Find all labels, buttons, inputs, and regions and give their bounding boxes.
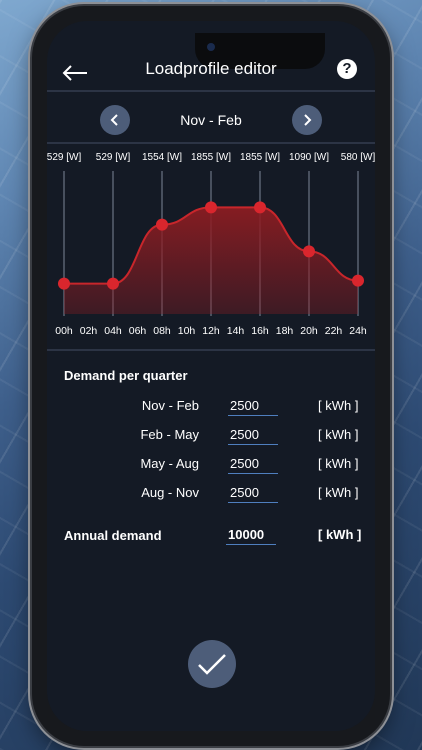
chevron-left-icon <box>110 114 118 126</box>
value-label: 1090 [W] <box>289 152 329 163</box>
quarter-demand-input[interactable] <box>228 395 278 416</box>
phone-power-button <box>390 225 394 310</box>
data-point[interactable] <box>352 274 364 287</box>
annual-demand-input[interactable] <box>226 524 276 545</box>
data-point[interactable] <box>254 201 266 214</box>
quarter-unit: [ kWh ] <box>318 485 359 500</box>
phone-side-button <box>28 150 32 180</box>
data-point[interactable] <box>205 201 217 214</box>
data-point[interactable] <box>58 277 70 290</box>
help-icon[interactable]: ? <box>337 59 357 79</box>
value-label: 1855 [W] <box>240 152 280 163</box>
quarter-unit: [ kWh ] <box>318 398 359 413</box>
confirm-button[interactable] <box>188 640 236 688</box>
next-period-button[interactable] <box>292 105 322 135</box>
x-tick-label: 20h <box>300 325 318 337</box>
value-label: 1554 [W] <box>142 152 182 163</box>
quarter-row: Feb - May [ kWh ] <box>47 424 375 448</box>
quarter-demand-input[interactable] <box>228 424 278 445</box>
chevron-right-icon <box>304 114 312 126</box>
notch <box>195 33 325 69</box>
header-divider <box>47 90 375 92</box>
quarter-label: Feb - May <box>140 427 199 442</box>
back-arrow-icon <box>62 65 87 81</box>
app-screen: Loadprofile editor ? Nov - Feb 529 [W] 52… <box>47 21 375 731</box>
quarter-row: Aug - Nov [ kWh ] <box>47 482 375 506</box>
annual-demand-unit: [ kWh ] <box>318 527 362 542</box>
data-point[interactable] <box>107 277 119 290</box>
x-tick-label: 00h <box>55 325 73 337</box>
quarter-demand-input[interactable] <box>228 453 278 474</box>
x-tick-label: 24h <box>349 325 367 337</box>
back-button[interactable] <box>59 61 93 85</box>
x-tick-label: 10h <box>178 325 196 337</box>
x-tick-label: 16h <box>251 325 269 337</box>
data-point[interactable] <box>303 245 315 258</box>
x-tick-label: 12h <box>202 325 220 337</box>
checkmark-icon <box>198 654 226 675</box>
value-label: 529 [W] <box>47 152 81 163</box>
nav-divider <box>47 142 375 144</box>
x-tick-label: 02h <box>80 325 98 337</box>
chart-divider <box>47 349 375 351</box>
value-label: 529 [W] <box>96 152 131 163</box>
camera <box>207 43 215 51</box>
x-tick-label: 08h <box>153 325 171 337</box>
quarter-label: Aug - Nov <box>141 485 199 500</box>
value-label: 1855 [W] <box>191 152 231 163</box>
page-title: Loadprofile editor <box>145 59 277 78</box>
x-tick-label: 04h <box>104 325 122 337</box>
quarter-label: May - Aug <box>140 456 199 471</box>
x-tick-label: 06h <box>129 325 147 337</box>
prev-period-button[interactable] <box>100 105 130 135</box>
x-tick-label: 22h <box>325 325 343 337</box>
quarter-row: Nov - Feb [ kWh ] <box>47 395 375 419</box>
x-tick-label: 14h <box>227 325 245 337</box>
area-fill <box>64 207 358 314</box>
quarter-unit: [ kWh ] <box>318 456 359 471</box>
current-period: Nov - Feb <box>180 112 242 128</box>
quarter-unit: [ kWh ] <box>318 427 359 442</box>
load-profile-chart[interactable]: 529 [W] 529 [W] 1554 [W] 1855 [W] 1855 [W] 10… <box>47 146 375 346</box>
data-point[interactable] <box>156 218 168 231</box>
phone-volume-up <box>28 205 32 260</box>
quarter-label: Nov - Feb <box>141 398 199 413</box>
demand-title: Demand per quarter <box>64 368 188 383</box>
quarter-demand-input[interactable] <box>228 482 278 503</box>
value-label: 580 [W] <box>341 152 375 163</box>
phone-volume-down <box>28 275 32 330</box>
annual-demand-label: Annual demand <box>64 528 162 543</box>
x-tick-label: 18h <box>276 325 294 337</box>
quarter-row: May - Aug [ kWh ] <box>47 453 375 477</box>
